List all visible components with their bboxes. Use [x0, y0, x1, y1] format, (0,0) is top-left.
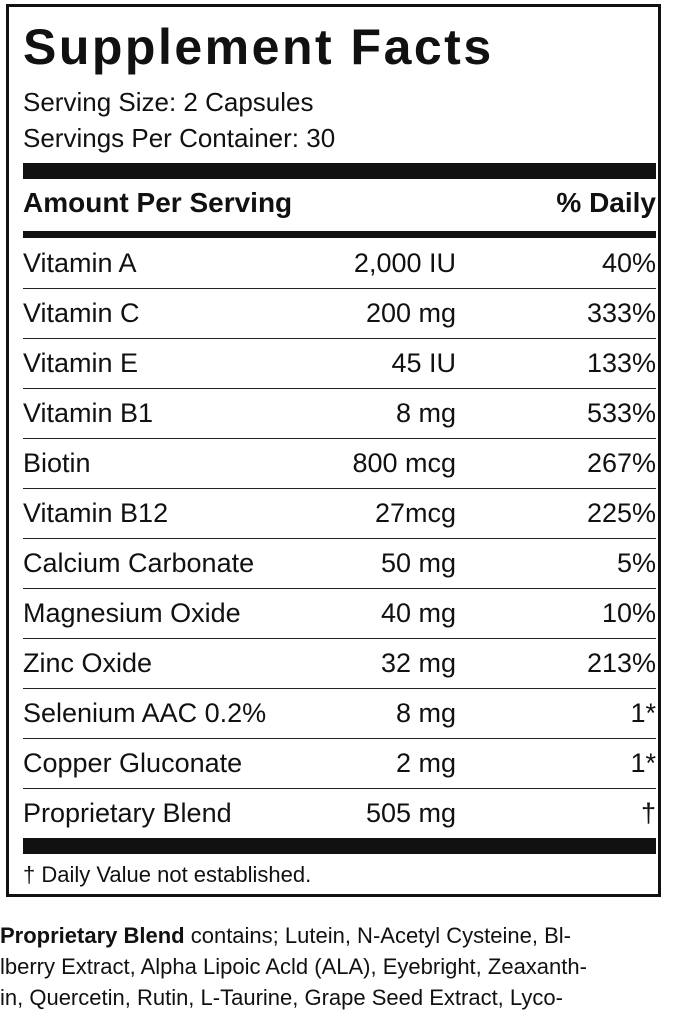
nutrient-name: Vitamin E: [23, 348, 139, 378]
row-divider: [23, 688, 656, 689]
table-row: Vitamin B1 8 mg 533%: [23, 388, 656, 438]
table-row: Vitamin A 2,000 IU 40%: [23, 238, 656, 288]
proprietary-blend-description: Proprietary Blend contains; Lutein, N-Ac…: [0, 920, 679, 1013]
row-divider: [23, 438, 656, 439]
row-divider: [23, 638, 656, 639]
nutrient-name: Proprietary Blend: [23, 798, 232, 828]
table-row: Magnesium Oxide 40 mg 10%: [23, 588, 656, 638]
nutrient-name: Magnesium Oxide: [23, 598, 241, 628]
nutrient-daily-value: 333%: [586, 298, 656, 328]
nutrient-daily-value: 133%: [586, 348, 656, 378]
blend-label: Proprietary Blend: [0, 923, 185, 948]
nutrient-daily-value: 533%: [586, 398, 656, 428]
nutrient-amount: 45 IU: [391, 348, 456, 378]
row-divider: [23, 388, 656, 389]
table-row: Selenium AAC 0.2% 8 mg 1*: [23, 688, 656, 738]
nutrient-amount: 8 mg: [395, 398, 456, 428]
row-divider: [23, 288, 656, 289]
nutrient-amount: 200 mg: [365, 298, 456, 328]
nutrient-name: Copper Gluconate: [23, 748, 243, 778]
table-row: Calcium Carbonate 50 mg 5%: [23, 538, 656, 588]
supplement-facts-panel: Supplement Facts Serving Size: 2 Capsule…: [6, 4, 661, 897]
row-divider: [23, 338, 656, 339]
row-divider: [23, 588, 656, 589]
row-divider: [23, 538, 656, 539]
nutrient-name: Selenium AAC 0.2%: [23, 698, 267, 728]
table-row: Proprietary Blend 505 mg †: [23, 788, 656, 838]
nutrient-daily-value: 267%: [586, 448, 656, 478]
nutrient-name: Vitamin C: [23, 298, 140, 328]
table-row: Zinc Oxide 32 mg 213%: [23, 638, 656, 688]
nutrient-amount: 40 mg: [380, 598, 456, 628]
footnote: † Daily Value not established.: [23, 862, 312, 887]
nutrient-name: Vitamin B1: [23, 398, 154, 428]
table-row: Copper Gluconate 2 mg 1*: [23, 738, 656, 788]
blend-line-1-text: contains; Lutein, N-Acetyl Cysteine, Bl-: [184, 923, 571, 948]
daily-value-header: % Daily: [556, 187, 656, 218]
nutrient-daily-value: 5%: [616, 548, 656, 578]
nutrient-name: Calcium Carbonate: [23, 548, 255, 578]
nutrient-daily-value: 1*: [630, 748, 656, 778]
blend-line-1: Proprietary Blend contains; Lutein, N-Ac…: [0, 920, 679, 951]
amount-per-serving-header: Amount Per Serving: [23, 187, 293, 218]
nutrient-daily-value: 1*: [630, 698, 656, 728]
nutrient-amount: 800 mcg: [352, 448, 456, 478]
nutrient-daily-value: 40%: [601, 248, 656, 278]
nutrient-name: Vitamin B12: [23, 498, 169, 528]
table-row: Vitamin C 200 mg 333%: [23, 288, 656, 338]
nutrient-name: Zinc Oxide: [23, 648, 153, 678]
nutrient-amount: 8 mg: [395, 698, 456, 728]
nutrient-daily-value: †: [640, 798, 656, 828]
row-divider: [23, 488, 656, 489]
thick-divider-header: [23, 231, 656, 238]
row-divider: [23, 788, 656, 789]
thick-divider-top: [23, 163, 656, 179]
nutrient-name: Biotin: [23, 448, 91, 478]
panel-title: Supplement Facts: [23, 19, 494, 75]
table-row: Vitamin E 45 IU 133%: [23, 338, 656, 388]
thick-divider-bottom: [23, 838, 656, 854]
nutrient-amount: 2 mg: [395, 748, 456, 778]
nutrient-amount: 27mcg: [374, 498, 456, 528]
nutrient-amount: 32 mg: [380, 648, 456, 678]
blend-line-2: lberry Extract, Alpha Lipoic Acld (ALA),…: [0, 954, 587, 979]
nutrient-amount: 50 mg: [380, 548, 456, 578]
servings-per-container: Servings Per Container: 30: [23, 123, 336, 153]
nutrient-name: Vitamin A: [23, 248, 137, 278]
nutrient-daily-value: 213%: [586, 648, 656, 678]
table-row: Vitamin B12 27mcg 225%: [23, 488, 656, 538]
nutrient-amount: 2,000 IU: [353, 248, 456, 278]
table-row: Biotin 800 mcg 267%: [23, 438, 656, 488]
row-divider: [23, 738, 656, 739]
nutrient-amount: 505 mg: [365, 798, 456, 828]
nutrient-daily-value: 10%: [601, 598, 656, 628]
blend-line-3: in, Quercetin, Rutin, L-Taurine, Grape S…: [0, 985, 563, 1010]
serving-size: Serving Size: 2 Capsules: [23, 87, 314, 117]
nutrient-daily-value: 225%: [586, 498, 656, 528]
